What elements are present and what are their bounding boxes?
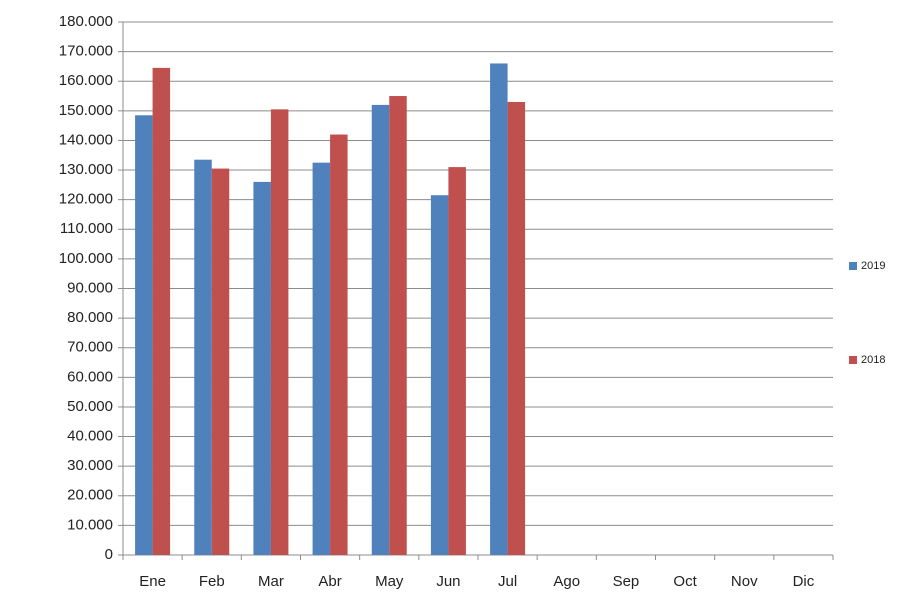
bar	[490, 63, 508, 555]
y-tick-label: 80.000	[67, 309, 113, 326]
x-tick-label: May	[375, 573, 404, 590]
legend-swatch	[849, 356, 857, 364]
bar	[135, 115, 153, 556]
y-tick-label: 40.000	[67, 428, 113, 445]
bar	[152, 67, 171, 556]
y-tick-label: 20.000	[67, 487, 113, 504]
legend-swatch	[849, 262, 857, 270]
legend-text: 2019	[861, 260, 885, 272]
y-tick-label: 60.000	[67, 368, 113, 385]
y-tick-label: 90.000	[67, 279, 113, 296]
bar	[430, 195, 449, 555]
x-tick-label: Feb	[199, 573, 225, 590]
y-tick-label: 160.000	[59, 72, 113, 89]
y-tick-label: 100.000	[59, 250, 113, 267]
y-tick-label: 140.000	[59, 131, 113, 148]
bar	[312, 162, 331, 555]
x-tick-label: Dic	[793, 573, 815, 590]
y-tick-label: 0	[105, 546, 113, 563]
x-tick-label: Jul	[498, 573, 517, 590]
x-tick-label: Abr	[318, 573, 341, 590]
bar	[507, 101, 526, 555]
y-tick-label: 70.000	[67, 339, 113, 356]
bar	[211, 168, 230, 555]
x-tick-label: Sep	[613, 573, 640, 590]
x-tick-label: Jun	[436, 573, 460, 590]
x-tick-label: Ene	[139, 573, 166, 590]
legend-text: 2018	[861, 354, 885, 366]
y-tick-label: 110.000	[60, 220, 113, 237]
y-tick-label: 180.000	[59, 13, 113, 30]
bar	[270, 109, 289, 555]
bar	[389, 96, 407, 556]
x-tick-label: Mar	[258, 573, 284, 590]
x-tick-label: Oct	[673, 573, 697, 590]
x-tick-label: Nov	[731, 573, 758, 590]
y-tick-label: 30.000	[67, 457, 113, 474]
bar	[448, 167, 466, 555]
y-tick-label: 150.000	[59, 102, 113, 119]
y-tick-label: 130.000	[59, 161, 113, 178]
x-tick-label: Ago	[553, 573, 580, 590]
y-tick-label: 10.000	[67, 516, 113, 533]
y-tick-label: 170.000	[59, 43, 113, 60]
y-tick-label: 120.000	[59, 191, 113, 208]
bar	[194, 159, 212, 556]
bar	[330, 134, 348, 555]
y-tick-label: 50.000	[67, 398, 113, 415]
bar	[371, 104, 390, 556]
bar	[253, 181, 271, 555]
